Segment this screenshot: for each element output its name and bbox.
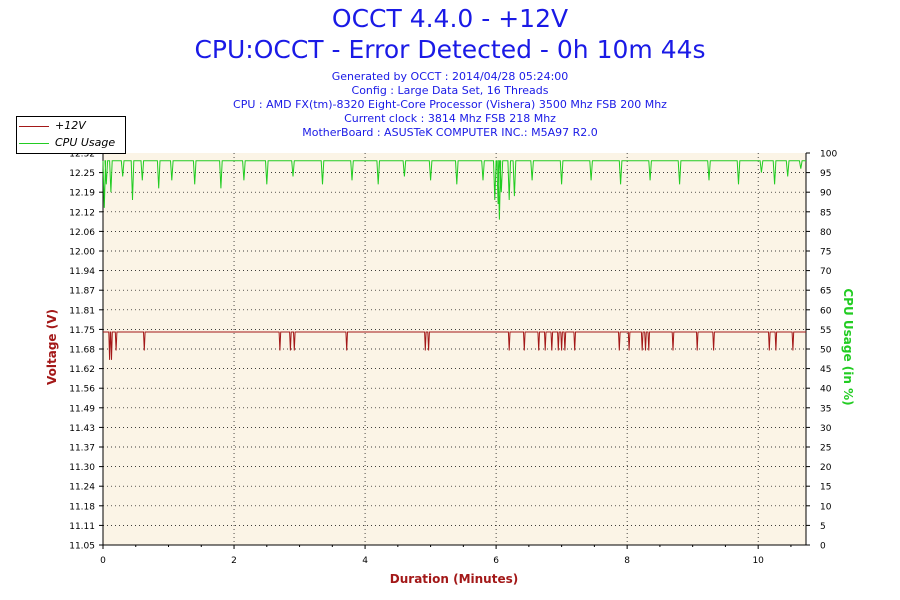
y-tick-label-right: 25 xyxy=(820,444,831,454)
y-tick-label-right: 100 xyxy=(820,150,837,160)
y-tick-label-left: 12.12 xyxy=(69,208,95,218)
y-tick-label-left: 11.81 xyxy=(69,306,95,316)
chart-subtitle: CPU:OCCT - Error Detected - 0h 10m 44s xyxy=(194,35,706,64)
y-tick-label-left: 11.75 xyxy=(69,326,95,336)
y-tick-label-right: 65 xyxy=(820,287,831,297)
y-tick-label-left: 11.94 xyxy=(69,267,95,277)
y-tick-label-right: 75 xyxy=(820,248,831,258)
plot-area xyxy=(103,153,806,545)
y-tick-label-right: 30 xyxy=(820,424,832,434)
y-tick-label-left: 11.37 xyxy=(69,444,95,454)
y-tick-label-right: 10 xyxy=(820,502,832,512)
info-generated: Generated by OCCT : 2014/04/28 05:24:00 xyxy=(331,70,569,83)
y-tick-label-right: 15 xyxy=(820,483,831,493)
y-tick-label-left: 11.05 xyxy=(69,542,95,552)
y-tick-label-right: 50 xyxy=(820,346,832,356)
y-tick-label-left: 11.68 xyxy=(69,346,95,356)
x-tick-label: 4 xyxy=(362,556,368,566)
y-tick-label-left: 11.11 xyxy=(69,522,95,532)
y-tick-label-left: 11.43 xyxy=(69,424,95,434)
y-tick-label-left: 11.62 xyxy=(69,365,95,375)
y-tick-label-left: 12.06 xyxy=(69,228,95,238)
legend-label-12v: +12V xyxy=(55,119,86,132)
y-tick-label-right: 45 xyxy=(820,365,831,375)
y-tick-label-left: 11.18 xyxy=(69,502,95,512)
y-tick-label-right: 35 xyxy=(820,404,831,414)
legend-label-cpu-usage: CPU Usage xyxy=(55,136,116,149)
x-tick-label: 0 xyxy=(100,556,106,566)
info-clock: Current clock : 3814 Mhz FSB 218 Mhz xyxy=(344,112,556,125)
y-tick-label-right: 60 xyxy=(820,306,832,316)
y-tick-label-right: 5 xyxy=(820,522,826,532)
y-tick-label-right: 55 xyxy=(820,326,831,336)
x-tick-label: 8 xyxy=(624,556,630,566)
legend-swatch-12v xyxy=(19,126,49,127)
y-tick-label-right: 40 xyxy=(820,385,832,395)
info-config: Config : Large Data Set, 16 Threads xyxy=(351,84,549,97)
legend-item-cpu-usage: CPU Usage xyxy=(17,136,125,150)
y-tick-label-left: 12.19 xyxy=(69,189,95,199)
x-tick-label: 10 xyxy=(752,556,764,566)
y-tick-label-right: 70 xyxy=(820,267,832,277)
y-tick-label-right: 90 xyxy=(820,189,832,199)
y-axis-label-right: CPU Usage (in %) xyxy=(841,288,855,406)
y-tick-label-left: 12.25 xyxy=(69,169,95,179)
series-line-12v xyxy=(103,331,806,360)
legend: +12V CPU Usage xyxy=(16,116,126,154)
y-tick-label-left: 11.30 xyxy=(69,463,95,473)
y-tick-label-right: 80 xyxy=(820,228,832,238)
x-tick-label: 6 xyxy=(493,556,499,566)
y-tick-label-left: 11.87 xyxy=(69,287,95,297)
y-axis-label-left: Voltage (V) xyxy=(45,309,59,385)
y-tick-label-right: 85 xyxy=(820,208,831,218)
y-tick-label-left: 11.24 xyxy=(69,483,95,493)
y-tick-label-left: 12.00 xyxy=(69,248,95,258)
y-tick-label-right: 0 xyxy=(820,542,826,552)
y-tick-label-left: 11.56 xyxy=(69,385,95,395)
series-line-cpu-usage xyxy=(102,160,806,220)
y-tick-label-right: 95 xyxy=(820,169,831,179)
y-tick-label-left: 12.32 xyxy=(69,150,95,160)
y-tick-label-left: 11.49 xyxy=(69,404,95,414)
x-axis-label: Duration (Minutes) xyxy=(389,572,519,586)
y-tick-label-right: 20 xyxy=(820,463,832,473)
legend-item-12v: +12V xyxy=(17,119,125,133)
chart-title: OCCT 4.4.0 - +12V xyxy=(331,4,569,33)
info-cpu: CPU : AMD FX(tm)-8320 Eight-Core Process… xyxy=(233,98,667,111)
info-motherboard: MotherBoard : ASUSTeK COMPUTER INC.: M5A… xyxy=(302,126,598,139)
x-tick-label: 2 xyxy=(231,556,237,566)
legend-swatch-cpu-usage xyxy=(19,143,49,144)
